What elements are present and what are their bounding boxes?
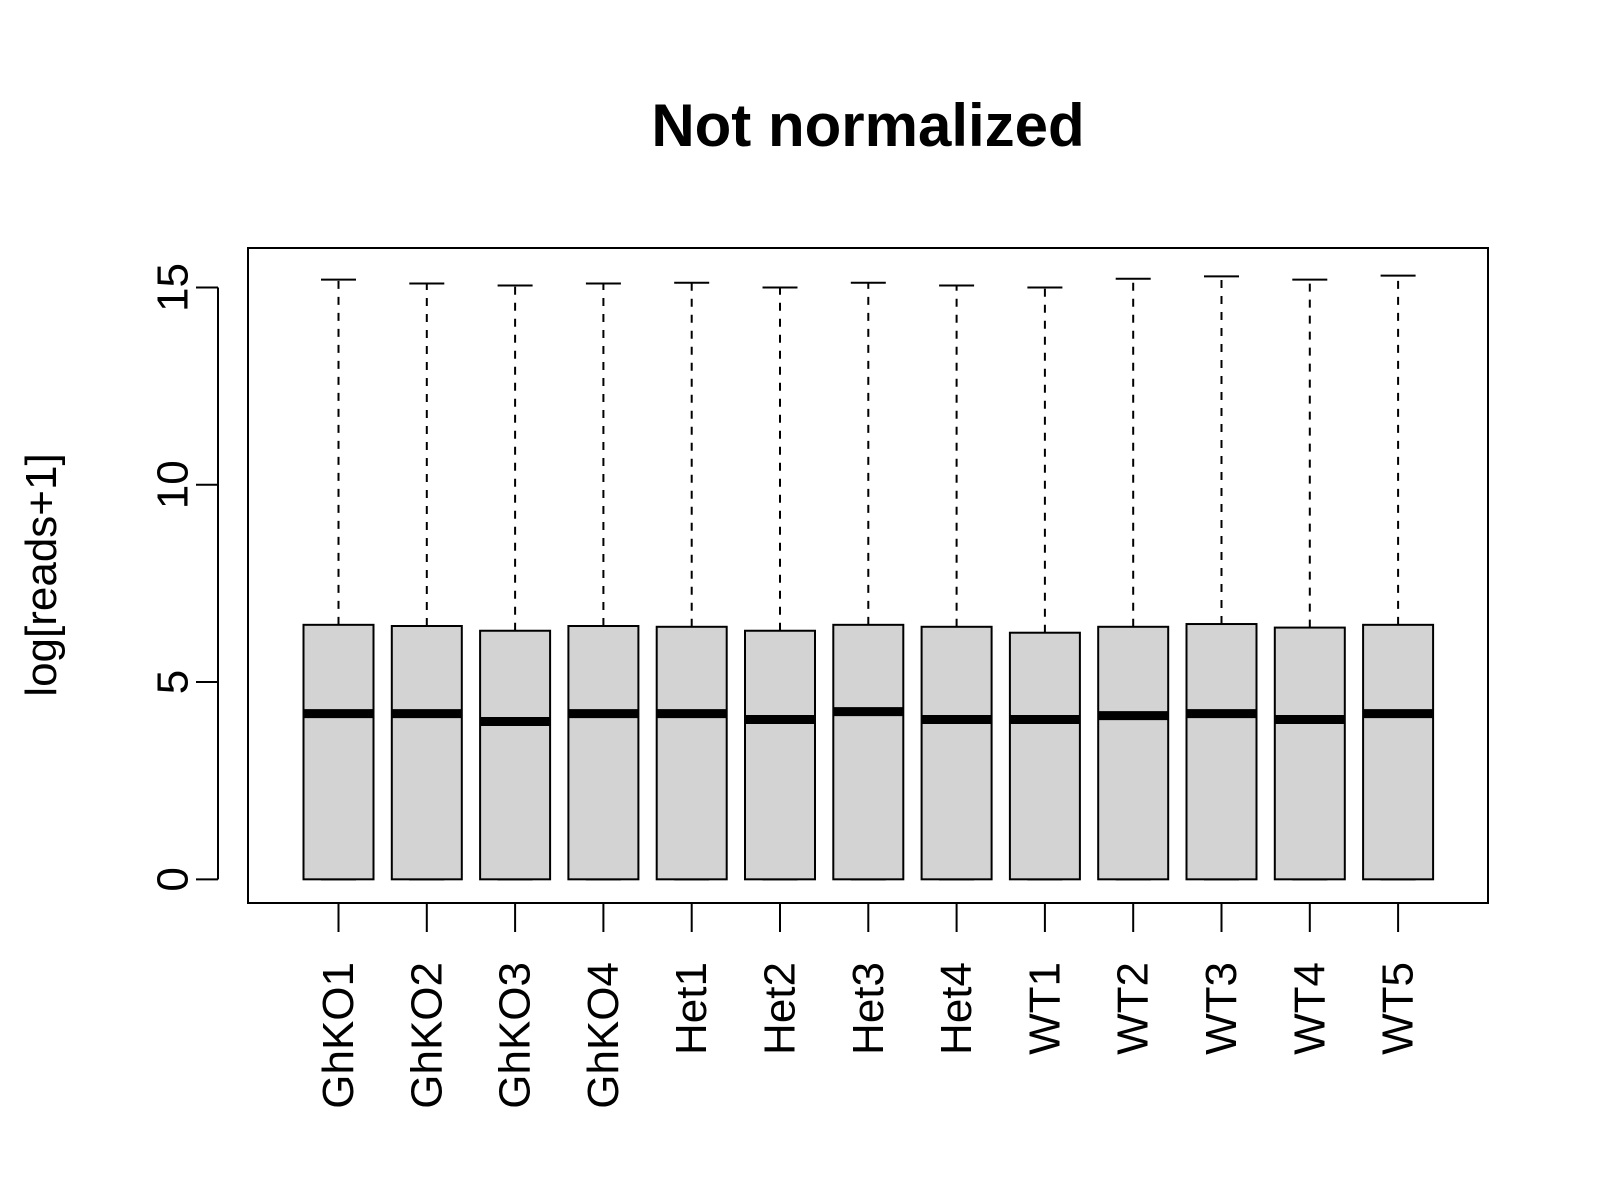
y-tick-label: 5: [149, 670, 198, 694]
box-rect: [567, 625, 640, 881]
box-GhKO2: [390, 282, 463, 881]
box-rect: [1008, 631, 1081, 881]
box-rect: [1362, 623, 1435, 881]
box-Het1: [655, 281, 728, 881]
x-tick-label: GhKO4: [579, 962, 628, 1109]
box-rect: [1097, 625, 1170, 881]
y-axis-label: log[reads+1]: [17, 453, 66, 696]
x-tick-label: WT1: [1020, 962, 1069, 1055]
y-tick-label: 10: [149, 460, 198, 509]
box-rect: [1273, 626, 1346, 881]
box-WT5: [1362, 274, 1435, 881]
y-axis: 0 5 10 15: [149, 263, 219, 892]
x-tick-label: GhKO2: [402, 962, 451, 1109]
box-GhKO3: [479, 284, 552, 881]
x-tick-label: WT3: [1197, 962, 1246, 1055]
box-WT1: [1008, 286, 1081, 881]
x-axis: GhKO1 GhKO2 GhKO3 GhKO4 Het1 Het2 Het3 Het4 WT1 W…: [314, 902, 1423, 1109]
x-tick-label: GhKO1: [314, 962, 363, 1109]
box-rect: [390, 625, 463, 881]
box-Het3: [832, 281, 905, 881]
chart-title: Not normalized: [651, 92, 1084, 159]
y-tick-label: 0: [149, 867, 198, 891]
box-Het2: [744, 286, 816, 881]
x-tick-label: WT4: [1285, 962, 1334, 1055]
box-rect: [302, 623, 375, 881]
boxes-group: [302, 274, 1435, 881]
box-rect: [655, 625, 728, 881]
x-tick-label: Het3: [844, 962, 893, 1055]
x-tick-label: GhKO3: [491, 962, 540, 1109]
x-tick-label: WT2: [1109, 962, 1158, 1055]
box-Het4: [920, 284, 993, 881]
box-rect: [479, 629, 552, 881]
box-WT4: [1273, 278, 1346, 881]
box-GhKO4: [567, 282, 640, 881]
box-WT3: [1185, 275, 1258, 881]
box-WT2: [1097, 277, 1170, 881]
x-tick-label: WT5: [1374, 962, 1423, 1055]
x-tick-label: Het2: [756, 962, 805, 1055]
box-rect: [920, 625, 993, 881]
box-GhKO1: [302, 278, 375, 881]
box-rect: [832, 623, 905, 881]
x-tick-label: Het4: [932, 962, 981, 1055]
x-tick-label: Het1: [667, 962, 716, 1055]
box-rect: [1185, 623, 1258, 881]
box-rect: [744, 629, 816, 881]
y-tick-label: 15: [149, 263, 198, 312]
